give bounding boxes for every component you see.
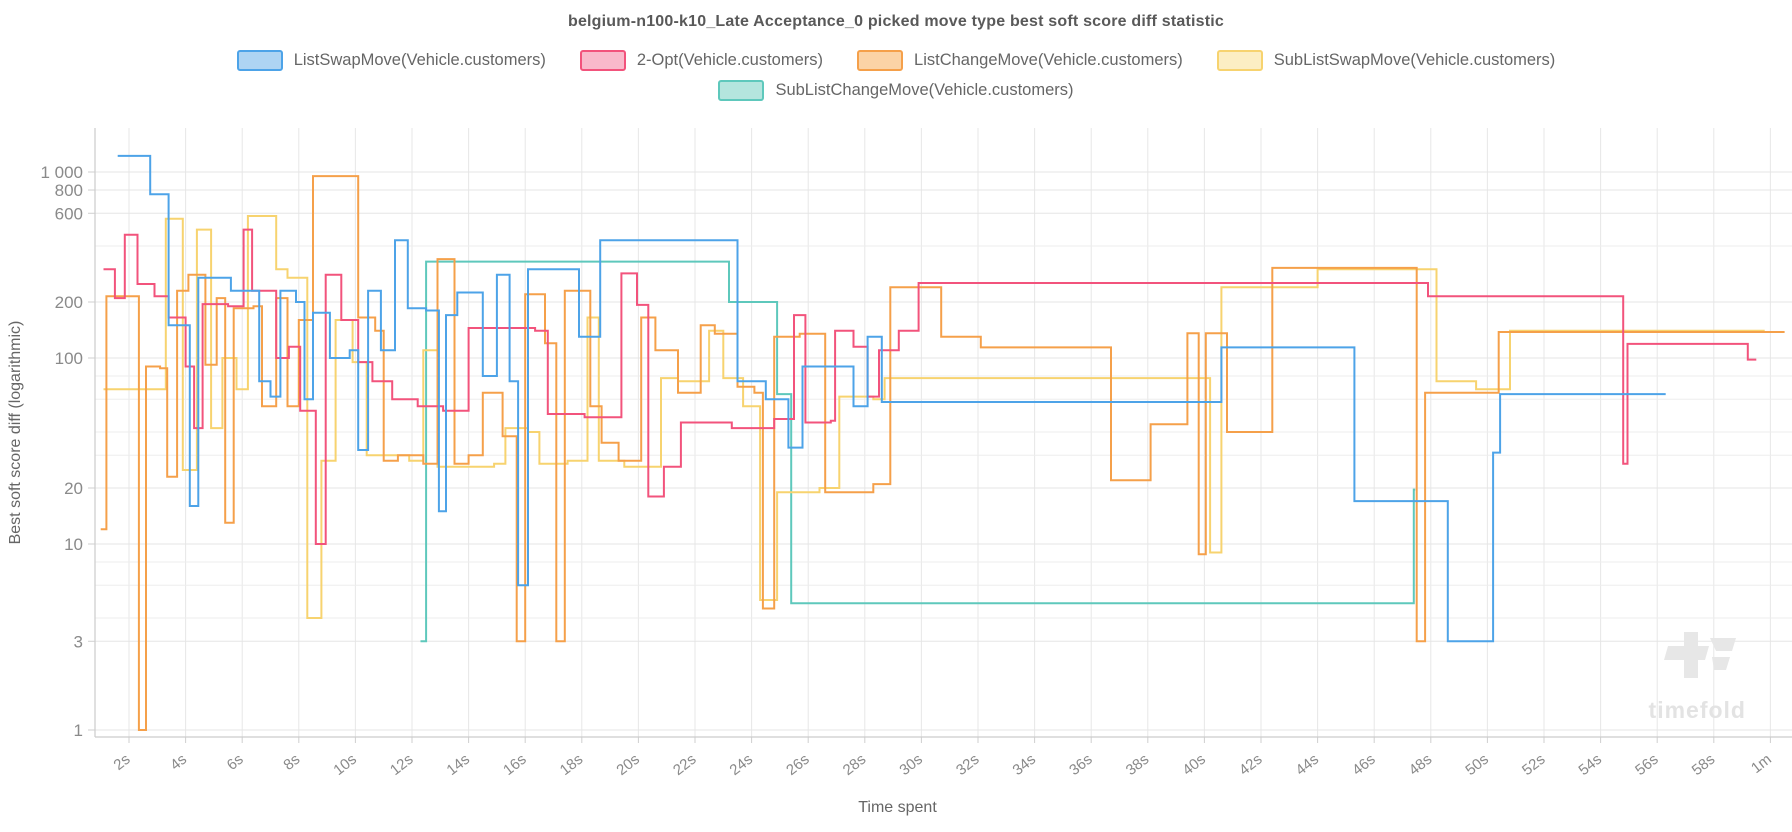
y-tick-label: 800 [55, 181, 83, 200]
legend-item-sublistswapmove[interactable]: SubListSwapMove(Vehicle.customers) [1216, 50, 1556, 71]
x-tick-label: 10s [330, 751, 360, 779]
x-tick-label: 2s [111, 751, 134, 774]
x-tick-label: 34s [1010, 751, 1040, 779]
x-tick-label: 4s [167, 751, 190, 774]
legend-item-listswapmove[interactable]: ListSwapMove(Vehicle.customers) [236, 50, 546, 71]
x-tick-label: 46s [1349, 751, 1379, 779]
series-line-sublistswapmove [103, 215, 1765, 619]
y-tick-label: 1 000 [40, 163, 83, 182]
x-tick-label: 38s [1123, 751, 1153, 779]
series-line-sublistchangemove [420, 260, 1416, 643]
x-tick-label: 22s [670, 751, 700, 779]
x-tick-label: 48s [1406, 751, 1436, 779]
y-tick-label: 600 [55, 204, 83, 223]
legend-item-label: SubListChangeMove(Vehicle.customers) [775, 81, 1074, 99]
y-tick-label: 1 [74, 721, 83, 740]
y-tick-label: 10 [64, 535, 83, 554]
legend-swatch-icon [579, 50, 626, 71]
y-axis-title: Best soft score diff (logarithmic) [7, 321, 24, 545]
legend-item-label: 2-Opt(Vehicle.customers) [636, 51, 824, 69]
legend-swatch-icon [718, 80, 765, 101]
legend-item-2-opt[interactable]: 2-Opt(Vehicle.customers) [579, 50, 824, 71]
x-tick-label: 26s [783, 751, 813, 779]
chart-title: belgium-n100-k10_Late Acceptance_0 picke… [567, 13, 1225, 30]
chart-legend: ListSwapMove(Vehicle.customers) 2-Opt(Veh… [0, 50, 1792, 110]
x-tick-label: 40s [1179, 751, 1209, 779]
x-tick-label: 6s [224, 751, 247, 774]
x-tick-label: 20s [613, 751, 643, 779]
legend-item-listchangemove[interactable]: ListChangeMove(Vehicle.customers) [857, 50, 1183, 71]
x-axis-title: Time spent [858, 799, 937, 816]
legend-item-label: ListSwapMove(Vehicle.customers) [293, 51, 546, 69]
y-tick-label: 100 [55, 349, 83, 368]
x-tick-label: 30s [896, 751, 926, 779]
x-tick-label: 44s [1293, 751, 1323, 779]
x-tick-label: 14s [444, 751, 474, 779]
x-tick-label: 50s [1462, 751, 1492, 779]
x-tick-label: 36s [1066, 751, 1096, 779]
x-tick-label: 18s [557, 751, 587, 779]
legend-item-label: SubListSwapMove(Vehicle.customers) [1273, 51, 1556, 69]
x-tick-label: 8s [280, 751, 303, 774]
x-tick-label: 52s [1519, 751, 1549, 779]
x-tick-label: 16s [500, 751, 530, 779]
x-tick-label: 54s [1576, 751, 1606, 779]
legend-swatch-icon [1216, 50, 1263, 71]
x-tick-label: 56s [1632, 751, 1662, 779]
y-tick-label: 3 [74, 632, 83, 651]
x-tick-label: 12s [387, 751, 417, 779]
series-line-listchangemove [100, 175, 1785, 731]
x-tick-label: 58s [1689, 751, 1719, 779]
legend-item-label: ListChangeMove(Vehicle.customers) [914, 51, 1183, 69]
x-tick-label: 28s [840, 751, 870, 779]
y-tick-label: 200 [55, 293, 83, 312]
x-tick-label: 32s [953, 751, 983, 779]
legend-swatch-icon [236, 50, 283, 71]
y-tick-label: 20 [64, 479, 83, 498]
x-tick-label: 24s [727, 751, 757, 779]
legend-item-sublistchangemove[interactable]: SubListChangeMove(Vehicle.customers) [718, 80, 1074, 101]
series-line-listswapmove [117, 154, 1666, 643]
x-tick-label: 1m [1748, 751, 1775, 777]
legend-row: SubListChangeMove(Vehicle.customers) [0, 80, 1792, 101]
series-line-2-opt [103, 228, 1757, 545]
legend-row: ListSwapMove(Vehicle.customers) 2-Opt(Veh… [0, 50, 1792, 71]
legend-swatch-icon [857, 50, 904, 71]
x-tick-label: 42s [1236, 751, 1266, 779]
